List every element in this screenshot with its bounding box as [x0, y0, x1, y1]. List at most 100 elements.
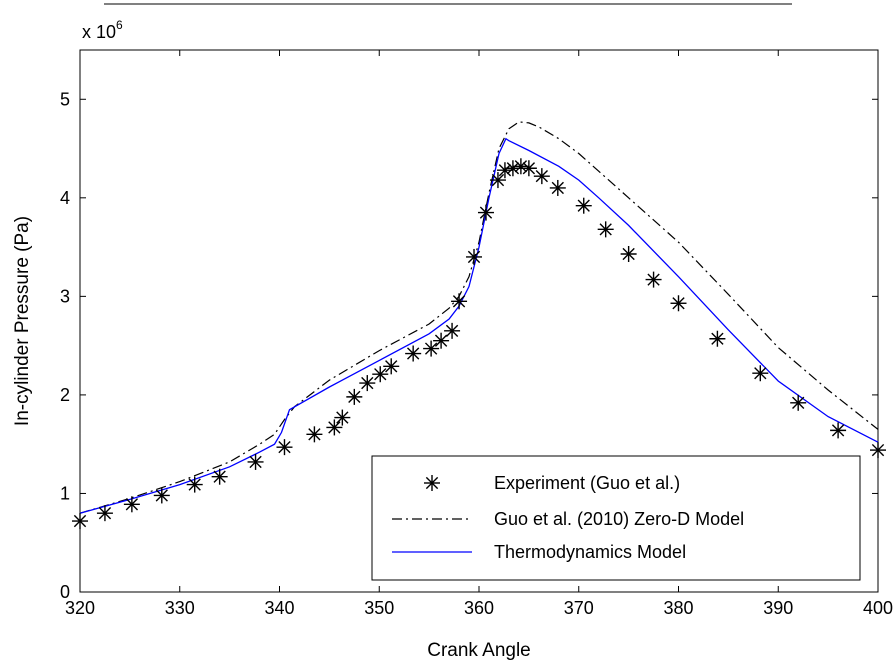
legend-marker-experiment: [424, 475, 440, 491]
asterisk-stroke: [125, 498, 139, 511]
data-point-experiment: [306, 426, 323, 443]
data-point-experiment: [597, 221, 614, 238]
asterisk-stroke: [754, 367, 767, 380]
asterisk-stroke: [498, 164, 512, 177]
asterisk-stroke: [425, 476, 439, 490]
asterisk-stroke: [452, 295, 466, 308]
asterisk-stroke: [374, 368, 387, 381]
x-tick-label: 330: [165, 598, 195, 618]
asterisk-stroke: [831, 424, 845, 437]
asterisk-stroke: [385, 360, 398, 373]
x-tick-label: 320: [65, 598, 95, 618]
legend-label-zero-d: Guo et al. (2010) Zero-D Model: [494, 509, 744, 529]
data-point-experiment: [96, 505, 113, 522]
asterisk-stroke: [792, 396, 805, 409]
legend: Experiment (Guo et al.) Guo et al. (2010…: [371, 455, 861, 581]
asterisk-stroke: [361, 376, 374, 390]
data-point-experiment: [549, 179, 566, 196]
legend-box: [371, 455, 861, 581]
data-point-experiment: [451, 293, 468, 310]
asterisk-stroke: [871, 443, 885, 457]
y-axis-ticks: 0 1 2 3 4 5: [60, 89, 878, 602]
data-point-experiment: [346, 388, 363, 405]
x-tick-label: 400: [863, 598, 893, 618]
y-tick-label: 0: [60, 582, 70, 602]
asterisk-stroke: [491, 173, 505, 187]
data-point-experiment: [123, 496, 140, 513]
data-point-experiment: [444, 322, 461, 339]
data-point-experiment: [433, 332, 450, 349]
legend-asterisk: [424, 475, 440, 491]
x-axis-label: Crank Angle: [427, 640, 531, 661]
asterisk-stroke: [336, 411, 349, 424]
data-point-experiment: [520, 160, 537, 177]
data-point-experiment: [790, 394, 807, 411]
x-tick-label: 370: [564, 598, 594, 618]
data-point-experiment: [247, 453, 264, 470]
y-multiplier: x 106: [82, 18, 123, 42]
data-point-experiment: [383, 358, 400, 375]
asterisk-stroke: [551, 181, 564, 195]
data-point-experiment: [830, 422, 847, 439]
data-point-experiment: [72, 513, 88, 530]
asterisk-stroke: [434, 334, 448, 347]
asterisk-stroke: [711, 332, 724, 345]
data-point-experiment: [372, 366, 389, 383]
asterisk-stroke: [98, 507, 112, 520]
asterisk-stroke: [599, 223, 612, 236]
data-point-experiment: [645, 271, 662, 288]
y-tick-label: 5: [60, 89, 70, 109]
data-point-experiment: [186, 476, 203, 493]
data-point-experiment: [466, 248, 483, 265]
asterisk-stroke: [622, 247, 635, 261]
y-tick-label: 2: [60, 385, 70, 405]
y-tick-label: 4: [60, 188, 70, 208]
asterisk-stroke: [73, 514, 87, 528]
asterisk-stroke: [445, 324, 459, 338]
y-axis-label: In-cylinder Pressure (Pa): [12, 216, 33, 426]
asterisk-stroke: [424, 342, 438, 355]
asterisk-stroke: [249, 455, 262, 469]
x-tick-label: 340: [264, 598, 294, 618]
data-point-experiment: [211, 468, 228, 485]
data-point-experiment: [276, 439, 293, 456]
asterisk-stroke: [479, 206, 493, 219]
asterisk-stroke: [647, 273, 660, 286]
legend-label-experiment: Experiment (Guo et al.): [494, 473, 680, 493]
data-point-experiment: [359, 375, 376, 392]
data-point-experiment: [575, 197, 592, 214]
y-tick-label: 1: [60, 483, 70, 503]
asterisk-stroke: [672, 297, 685, 310]
legend-label-thermo: Thermodynamics Model: [494, 542, 686, 562]
y-multiplier-exponent: 6: [116, 18, 123, 32]
asterisk-stroke: [514, 160, 528, 173]
y-multiplier-base: x 10: [82, 22, 116, 42]
y-tick-label: 3: [60, 286, 70, 306]
series-line-zero-d-model: [79, 121, 879, 514]
data-point-experiment: [153, 487, 170, 504]
x-tick-label: 380: [663, 598, 693, 618]
x-tick-label: 390: [763, 598, 793, 618]
asterisk-stroke: [155, 489, 168, 502]
data-point-experiment: [709, 330, 726, 347]
asterisk-stroke: [188, 478, 201, 491]
data-point-experiment: [489, 172, 506, 189]
data-point-experiment: [620, 245, 637, 262]
asterisk-stroke: [506, 162, 520, 175]
data-point-experiment: [670, 295, 687, 312]
data-point-experiment: [752, 365, 769, 382]
asterisk-stroke: [213, 470, 226, 483]
asterisk-stroke: [407, 347, 420, 360]
asterisk-stroke: [522, 162, 536, 175]
series-layer: [72, 121, 886, 530]
data-point-experiment: [477, 204, 494, 221]
asterisk-stroke: [535, 169, 548, 183]
data-point-experiment: [496, 162, 513, 179]
x-axis-ticks: 320 330 340 350 360 370 380 390 400: [65, 50, 893, 618]
data-point-experiment: [423, 340, 440, 357]
asterisk-stroke: [328, 421, 341, 434]
series-line-thermodynamics-model: [79, 137, 879, 514]
data-point-experiment: [334, 409, 351, 426]
asterisk-stroke: [467, 250, 481, 264]
